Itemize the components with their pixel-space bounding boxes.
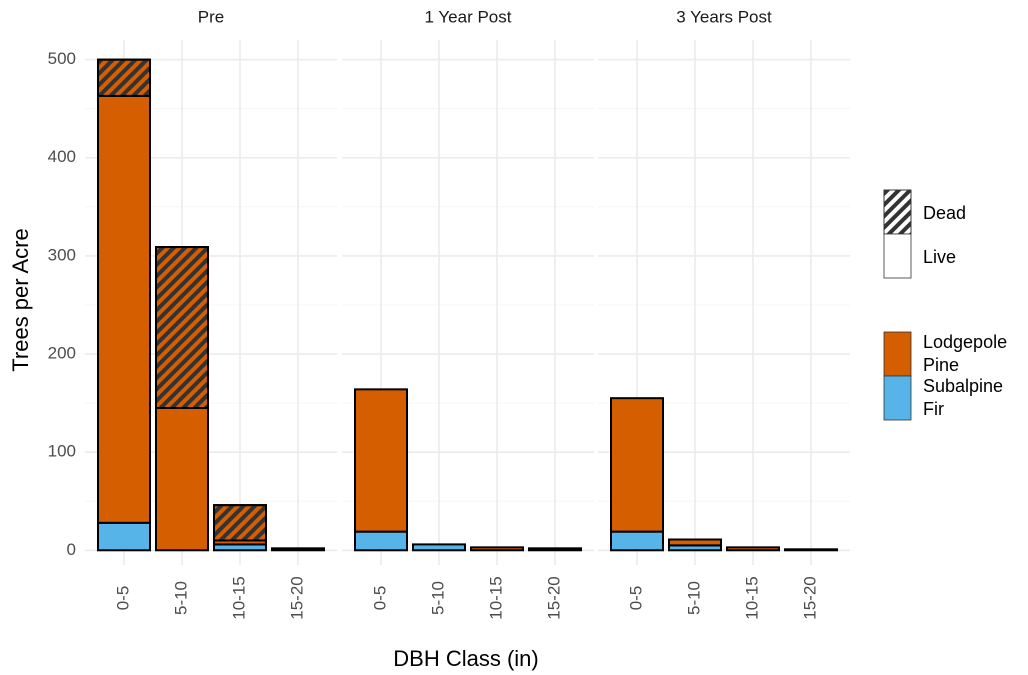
- x-tick-label: 10-15: [742, 576, 761, 619]
- y-tick-label: 0: [67, 540, 76, 559]
- legend-label: Live: [923, 247, 956, 267]
- legend-key: [883, 233, 912, 279]
- y-tick-label: 500: [48, 49, 76, 68]
- panel-title: Pre: [198, 7, 224, 26]
- hatch-overlay: [97, 58, 151, 97]
- bar-segment: [354, 388, 408, 533]
- y-axis-title: Trees per Acre: [8, 228, 33, 371]
- bar-segment: [470, 546, 524, 552]
- legend-hatch: [883, 189, 912, 235]
- legend-label: Dead: [923, 203, 966, 223]
- x-tick-label: 5-10: [171, 581, 190, 615]
- x-tick-label: 0-5: [626, 586, 645, 611]
- legend-label: Lodgepole Pine: [923, 332, 1007, 375]
- bar-segment: [271, 547, 325, 552]
- x-tick-label: 5-10: [684, 581, 703, 615]
- bar-segment: [668, 538, 722, 547]
- x-tick-label: 15-20: [800, 576, 819, 619]
- x-tick-label: 5-10: [428, 581, 447, 615]
- bar-segment: [784, 548, 838, 552]
- hatch-overlay: [213, 504, 267, 542]
- bar-segment: [155, 406, 209, 552]
- x-tick-label: 0-5: [370, 586, 389, 611]
- bar-segment: [97, 94, 151, 524]
- x-tick-label: 0-5: [113, 586, 132, 611]
- panel-title: 3 Years Post: [676, 7, 772, 26]
- bar-segment: [726, 546, 780, 552]
- y-tick-label: 300: [48, 245, 76, 264]
- y-tick-label: 200: [48, 344, 76, 363]
- legend-key: [883, 375, 912, 421]
- x-tick-label: 10-15: [229, 576, 248, 619]
- legend-label: Subalpine Fir: [923, 376, 1003, 419]
- bar-segment: [610, 397, 664, 533]
- x-tick-label: 15-20: [287, 576, 306, 619]
- bar-segment: [412, 543, 466, 552]
- legend-key: [883, 331, 912, 377]
- bar-segment: [528, 547, 582, 552]
- panel-title: 1 Year Post: [425, 7, 512, 26]
- x-tick-label: 10-15: [486, 576, 505, 619]
- x-tick-label: 15-20: [544, 576, 563, 619]
- x-axis-title: DBH Class (in): [393, 646, 538, 671]
- bar-segment: [354, 530, 408, 552]
- bar-segment: [97, 521, 151, 552]
- y-tick-label: 400: [48, 147, 76, 166]
- bar-segment: [610, 530, 664, 552]
- hatch-overlay: [155, 246, 209, 409]
- y-tick-label: 100: [48, 442, 76, 461]
